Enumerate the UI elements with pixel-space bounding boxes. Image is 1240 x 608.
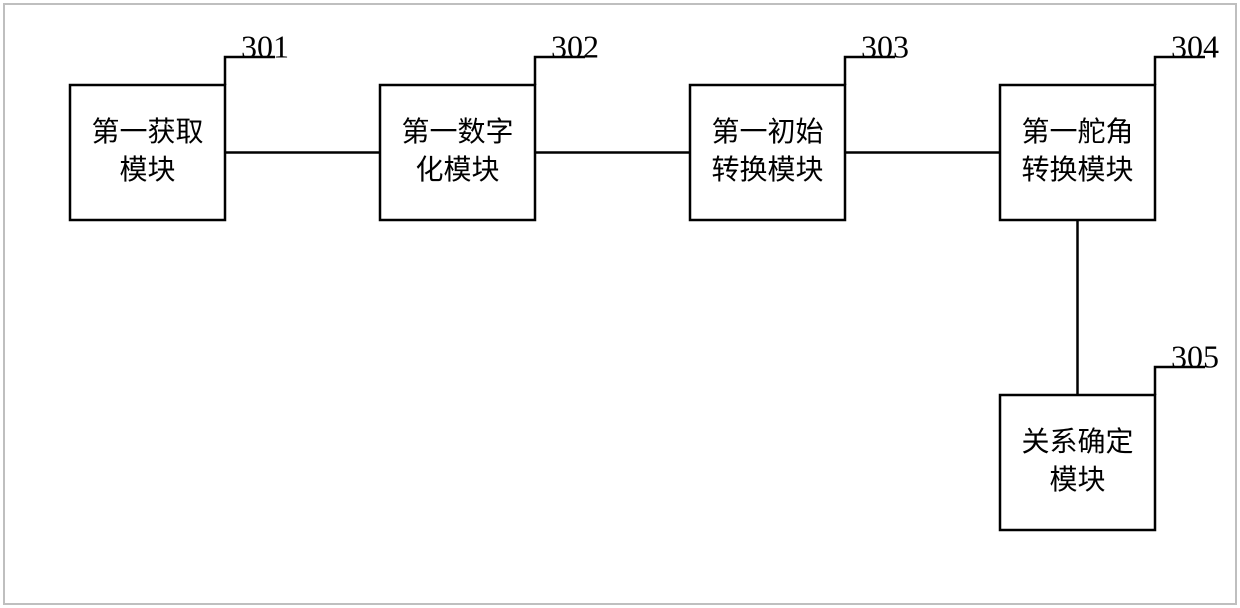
node-label-line1: 第一数字 bbox=[401, 116, 513, 148]
node-label-line2: 模块 bbox=[119, 154, 175, 186]
node-box bbox=[70, 85, 225, 220]
node-label-line1: 第一舵角 bbox=[1021, 116, 1133, 148]
node-label-line1: 第一获取 bbox=[91, 116, 203, 148]
node-number: 301 bbox=[241, 28, 289, 64]
node-number: 304 bbox=[1171, 28, 1219, 64]
node-box bbox=[690, 85, 845, 220]
node-number: 302 bbox=[551, 28, 599, 64]
node-label-line2: 转换模块 bbox=[1021, 154, 1133, 186]
node-n304: 304 第一舵角转换模块 bbox=[1000, 28, 1219, 220]
node-n305: 305 关系确定模块 bbox=[1000, 338, 1219, 530]
node-number: 303 bbox=[861, 28, 909, 64]
node-box bbox=[1000, 395, 1155, 530]
node-label-line1: 第一初始 bbox=[711, 116, 823, 148]
node-number: 305 bbox=[1171, 338, 1219, 374]
node-n302: 302 第一数字化模块 bbox=[380, 28, 599, 220]
node-box bbox=[1000, 85, 1155, 220]
node-label-line1: 关系确定 bbox=[1021, 426, 1133, 458]
node-label-line2: 化模块 bbox=[415, 154, 499, 186]
node-label-line2: 转换模块 bbox=[711, 154, 823, 186]
node-label-line2: 模块 bbox=[1049, 464, 1105, 496]
node-n303: 303 第一初始转换模块 bbox=[690, 28, 909, 220]
node-box bbox=[380, 85, 535, 220]
node-n301: 301 第一获取模块 bbox=[70, 28, 289, 220]
